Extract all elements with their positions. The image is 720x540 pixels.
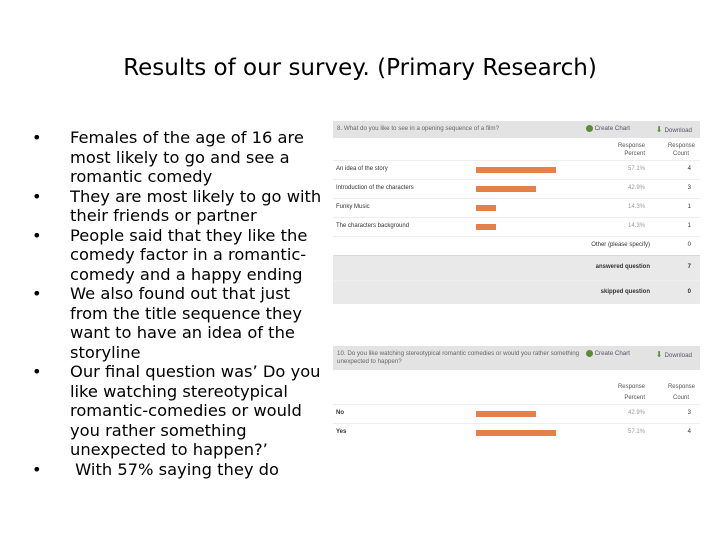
bullet-glyph: • [32,128,42,147]
col-response-2: Response [667,143,695,149]
create-chart-label: Create Chart [594,350,630,358]
bullet-text: Females of the age of 16 are most likely… [70,128,304,186]
col-response: Response [617,143,645,149]
download-label: Download [664,127,692,134]
bullet-glyph: • [32,362,42,381]
answer-count: 1 [687,204,691,210]
bullet-item: • With 57% saying they do [32,459,330,480]
col-count: Count [672,151,689,157]
question-header: 8. What do you like to see in a opening … [333,121,700,138]
answer-rows: No 42.9% 3 Yes 57.1% 4 [333,404,700,442]
answer-percent: 57.1% [627,166,645,172]
create-chart-button[interactable]: Create Chart [585,125,630,133]
pie-chart-icon [585,125,593,132]
answer-row: Yes 57.1% 4 [333,423,700,442]
answered-label: answered question [595,264,650,270]
answer-bar [476,167,556,173]
answer-percent: 42.9% [627,410,645,416]
bullet-list: • Females of the age of 16 are most likel… [32,128,330,480]
answer-label: Funky Music [336,204,370,210]
bullet-text: Our final question was’ Do you like watc… [70,362,321,459]
bullet-item: • Females of the age of 16 are most likel… [32,128,330,187]
bullet-glyph: • [32,284,42,303]
survey-result-panel-q8: 8. What do you like to see in a opening … [333,121,700,328]
col-response-2: Response [667,384,695,390]
answer-row: The characters background 14.3% 1 [333,217,700,236]
answer-count: 3 [687,185,691,191]
answer-percent: 57.1% [627,429,645,435]
bullet-glyph: • [32,459,42,479]
answer-label: The characters background [336,223,410,229]
answer-row: An idea of the story 57.1% 4 [333,160,700,179]
answer-bar [476,430,556,436]
question-text: 10. Do you like watching stereotypical r… [337,350,580,365]
answer-count: 1 [687,223,691,229]
bullet-item: • They are most likely to go with their f… [32,186,330,226]
survey-result-panel-q10: 10. Do you like watching stereotypical r… [333,346,700,460]
answer-row: Introduction of the characters 42.9% 3 [333,179,700,198]
answer-bar [476,186,537,192]
col-percent: Percent [624,151,645,157]
answer-rows: An idea of the story 57.1% 4 Introduction … [333,160,700,236]
col-percent: Percent [624,395,645,401]
question-header: 10. Do you like watching stereotypical r… [333,346,700,370]
answer-bar [476,411,537,417]
skipped-row: skipped question 0 [333,280,700,304]
answer-label: Introduction of the characters [336,185,414,191]
answer-label: No [336,410,344,416]
answer-bar [476,224,497,230]
answer-percent: 14.3% [627,223,645,229]
other-row: Other (please specify) 0 [333,236,700,255]
answer-percent: 42.9% [627,185,645,191]
answer-count: 4 [687,429,691,435]
column-headers: Response Percent Response Count [333,370,700,404]
download-label: Download [664,352,692,359]
bullet-text: With 57% saying they do [70,459,279,479]
answer-bar [476,205,497,211]
bullet-item: • Our final question was’ Do you like wat… [32,362,330,460]
other-label: Other (please specify) [591,242,650,248]
slide-title: Results of our survey. (Primary Research… [123,55,597,81]
bullet-glyph: • [32,225,42,245]
bullet-text: They are most likely to go with their fr… [70,186,322,226]
column-headers: Response Percent Response Count [333,138,700,160]
answered-row: answered question 7 [333,255,700,280]
answered-count: 7 [687,264,691,270]
question-text: 8. What do you like to see in a opening … [337,125,500,132]
answer-row: No 42.9% 3 [333,404,700,423]
col-response: Response [617,384,645,390]
download-button[interactable]: ⬇ Download [656,350,692,359]
answer-row: Funky Music 14.3% 1 [333,198,700,217]
bullet-text: We also found out that just from the tit… [70,284,302,362]
answer-label: Yes [336,429,347,435]
answer-percent: 14.3% [627,204,645,210]
answer-label: An idea of the story [336,166,388,172]
answer-count: 4 [687,166,691,172]
download-button[interactable]: ⬇ Download [656,125,692,134]
skipped-label: skipped question [600,289,650,295]
bullet-item: • People said that they like the comedy f… [32,225,330,285]
other-count: 0 [687,242,691,248]
create-chart-button[interactable]: Create Chart [585,350,630,358]
skipped-count: 0 [687,289,691,295]
create-chart-label: Create Chart [594,125,630,133]
bullet-glyph: • [32,186,42,206]
download-arrow-icon: ⬇ [655,125,663,134]
pie-chart-icon [585,350,593,357]
download-arrow-icon: ⬇ [655,350,663,359]
col-count: Count [672,395,689,401]
bullet-text: People said that they like the comedy fa… [70,225,308,284]
answer-count: 3 [687,410,691,416]
bullet-item: • We also found out that just from the ti… [32,284,330,362]
